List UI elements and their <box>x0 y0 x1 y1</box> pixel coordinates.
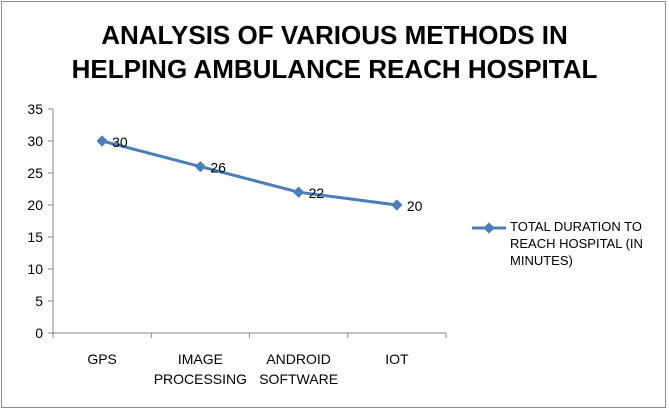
legend-label-line-2: REACH HOSPITAL (IN <box>510 236 643 251</box>
series-line <box>101 139 398 207</box>
x-tick-label: ANDROID <box>266 351 331 367</box>
x-tick-label: IOT <box>385 351 409 367</box>
chart-title-line-1: ANALYSIS OF VARIOUS METHODS IN <box>101 20 568 50</box>
data-label: 26 <box>210 160 226 176</box>
legend-series-marker <box>472 222 506 234</box>
chart-title: ANALYSIS OF VARIOUS METHODS IN HELPING A… <box>0 18 669 86</box>
x-tick-label: IMAGE <box>178 351 223 367</box>
legend-label-line-1: TOTAL DURATION TO <box>510 219 642 234</box>
data-point-marker <box>391 199 403 211</box>
y-tick-label: 0 <box>35 325 43 341</box>
y-tick-label: 15 <box>27 229 43 245</box>
data-label: 22 <box>309 185 325 201</box>
legend-series-label: TOTAL DURATION TO REACH HOSPITAL (IN MIN… <box>510 218 660 269</box>
y-tick-label: 30 <box>27 133 43 149</box>
legend-label-line-3: MINUTES) <box>510 253 573 268</box>
data-point-marker <box>194 160 207 173</box>
data-label: 30 <box>112 134 128 150</box>
x-tick-label: SOFTWARE <box>259 371 338 387</box>
y-tick-label: 25 <box>27 165 43 181</box>
data-point-marker <box>96 135 108 147</box>
data-point-marker <box>292 186 305 198</box>
y-tick-label: 5 <box>35 293 43 309</box>
y-tick-label: 20 <box>27 197 43 213</box>
chart-title-line-2: HELPING AMBULANCE REACH HOSPITAL <box>71 54 598 84</box>
y-tick-label: 10 <box>27 261 43 277</box>
x-tick-label: PROCESSING <box>154 371 247 387</box>
data-label: 20 <box>407 198 423 214</box>
x-tick-label: GPS <box>87 351 117 367</box>
legend: TOTAL DURATION TO REACH HOSPITAL (IN MIN… <box>472 218 662 269</box>
y-tick-label: 35 <box>27 101 43 117</box>
